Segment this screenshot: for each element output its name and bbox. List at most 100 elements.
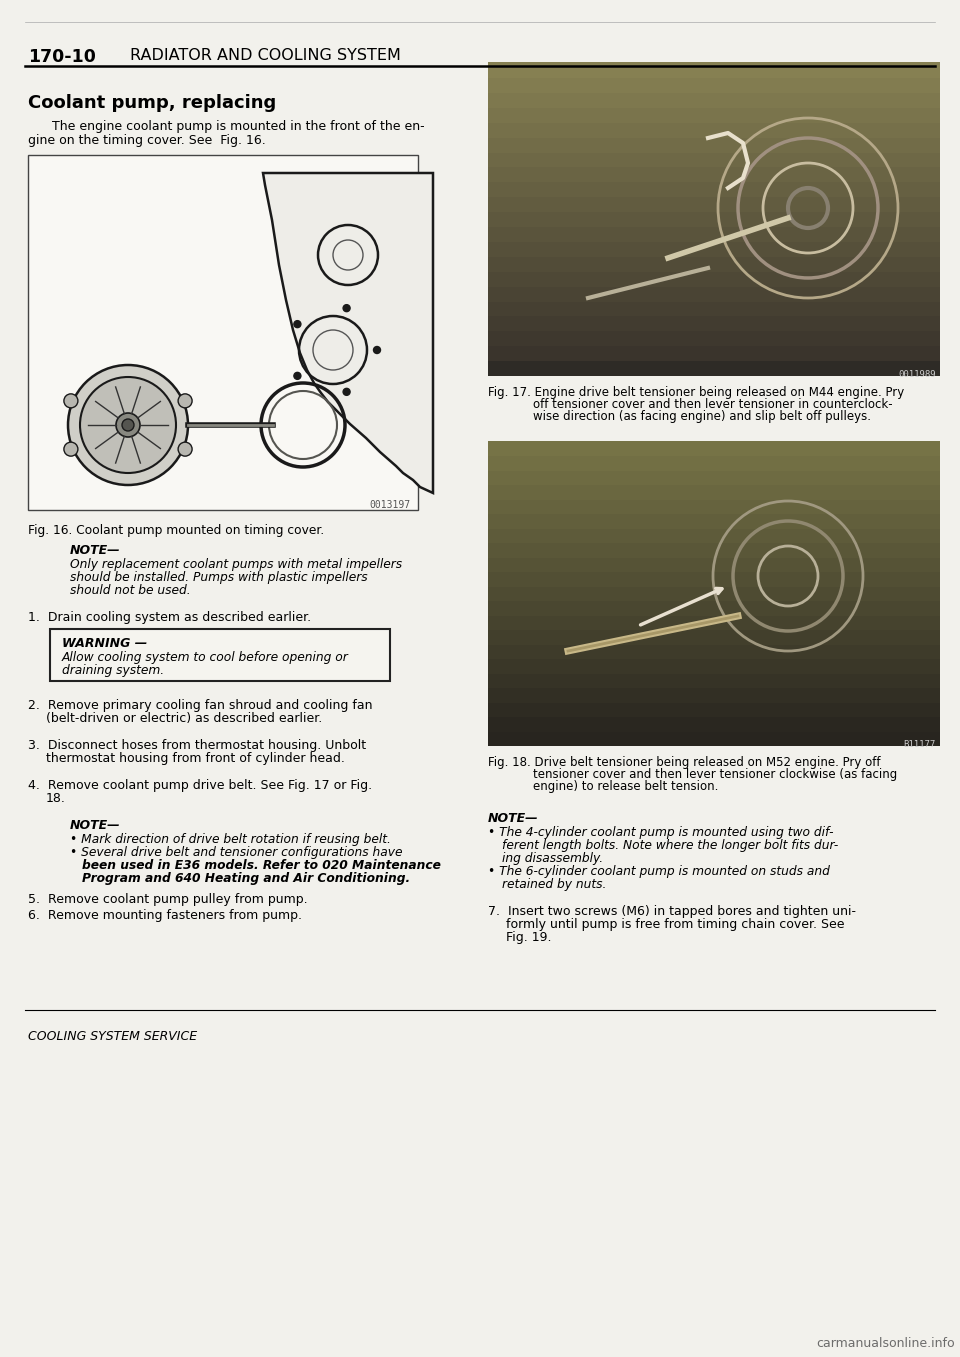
Text: NOTE—: NOTE—	[70, 544, 121, 556]
Text: 170-10: 170-10	[28, 47, 96, 66]
Text: ferent length bolts. Note where the longer bolt fits dur-: ferent length bolts. Note where the long…	[502, 839, 838, 852]
Text: B11177: B11177	[903, 740, 936, 749]
Bar	[488, 285, 940, 301]
Bar	[488, 212, 940, 227]
Text: NOTE—: NOTE—	[488, 811, 539, 825]
Text: should not be used.: should not be used.	[70, 584, 191, 597]
Bar	[488, 643, 940, 660]
Text: 2.  Remove primary cooling fan shroud and cooling fan: 2. Remove primary cooling fan shroud and…	[28, 699, 372, 712]
Text: The engine coolant pump is mounted in the front of the en-: The engine coolant pump is mounted in th…	[52, 119, 424, 133]
Bar	[488, 167, 940, 182]
Text: Fig. 19.: Fig. 19.	[506, 931, 551, 944]
Bar	[488, 137, 940, 152]
Text: (belt-driven or electric) as described earlier.: (belt-driven or electric) as described e…	[46, 712, 323, 725]
Text: engine) to release belt tension.: engine) to release belt tension.	[533, 780, 718, 792]
Text: 3.  Disconnect hoses from thermostat housing. Unbolt: 3. Disconnect hoses from thermostat hous…	[28, 740, 366, 752]
Text: carmanualsonline.info: carmanualsonline.info	[816, 1337, 955, 1350]
Circle shape	[64, 394, 78, 408]
Bar	[488, 227, 940, 242]
Polygon shape	[263, 172, 433, 493]
Bar	[488, 330, 940, 346]
Circle shape	[64, 442, 78, 456]
Circle shape	[80, 377, 176, 474]
Text: Fig. 17. Engine drive belt tensioner being released on M44 engine. Pry: Fig. 17. Engine drive belt tensioner bei…	[488, 385, 904, 399]
Text: formly until pump is free from timing chain cover. See: formly until pump is free from timing ch…	[506, 917, 845, 931]
Bar	[488, 528, 940, 543]
Text: WARNING —: WARNING —	[62, 636, 147, 650]
Text: off tensioner cover and then lever tensioner in counterclock-: off tensioner cover and then lever tensi…	[533, 398, 893, 411]
Bar	[488, 716, 940, 731]
Bar	[488, 242, 940, 256]
Text: thermostat housing from front of cylinder head.: thermostat housing from front of cylinde…	[46, 752, 345, 765]
Text: 1.  Drain cooling system as described earlier.: 1. Drain cooling system as described ear…	[28, 611, 311, 624]
Bar	[488, 197, 940, 212]
Text: should be installed. Pumps with plastic impellers: should be installed. Pumps with plastic …	[70, 571, 368, 584]
Circle shape	[294, 320, 300, 327]
Circle shape	[68, 365, 188, 484]
Bar	[488, 484, 940, 499]
Bar	[488, 673, 940, 688]
Text: Only replacement coolant pumps with metal impellers: Only replacement coolant pumps with meta…	[70, 558, 402, 571]
Circle shape	[122, 419, 134, 432]
Bar	[488, 92, 940, 107]
Bar	[488, 513, 940, 528]
Text: 7.  Insert two screws (M6) in tapped bores and tighten uni-: 7. Insert two screws (M6) in tapped bore…	[488, 905, 856, 917]
Bar	[488, 600, 940, 616]
Text: 18.: 18.	[46, 792, 66, 805]
Text: been used in E36 models. Refer to 020 Maintenance: been used in E36 models. Refer to 020 Ma…	[82, 859, 441, 873]
Bar	[488, 498, 940, 514]
Text: tensioner cover and then lever tensioner clockwise (as facing: tensioner cover and then lever tensioner…	[533, 768, 898, 782]
Text: Coolant pump, replacing: Coolant pump, replacing	[28, 94, 276, 113]
Text: Program and 640 Heating and Air Conditioning.: Program and 640 Heating and Air Conditio…	[82, 873, 410, 885]
Bar	[488, 615, 940, 630]
Bar	[488, 470, 940, 484]
Circle shape	[373, 346, 380, 354]
Text: gine on the timing cover. See  Fig. 16.: gine on the timing cover. See Fig. 16.	[28, 134, 266, 147]
Bar	[488, 585, 940, 601]
Bar	[488, 571, 940, 586]
Bar	[28, 155, 418, 510]
Text: • The 4-cylinder coolant pump is mounted using two dif-: • The 4-cylinder coolant pump is mounted…	[488, 826, 833, 839]
Text: 5.  Remove coolant pump pulley from pump.: 5. Remove coolant pump pulley from pump.	[28, 893, 307, 906]
Bar	[488, 107, 940, 122]
Text: retained by nuts.: retained by nuts.	[502, 878, 607, 892]
Bar	[488, 256, 940, 271]
Text: ing disassembly.: ing disassembly.	[502, 852, 603, 864]
Circle shape	[179, 442, 192, 456]
Text: • Mark direction of drive belt rotation if reusing belt.: • Mark direction of drive belt rotation …	[70, 833, 391, 845]
Text: • Several drive belt and tensioner configurations have: • Several drive belt and tensioner confi…	[70, 845, 402, 859]
Bar	[488, 345, 940, 361]
Bar	[488, 300, 940, 316]
Circle shape	[343, 388, 350, 395]
Bar	[488, 315, 940, 331]
Text: COOLING SYSTEM SERVICE: COOLING SYSTEM SERVICE	[28, 1030, 197, 1044]
Bar	[488, 441, 940, 456]
Bar	[488, 556, 940, 573]
Text: wise direction (as facing engine) and slip belt off pulleys.: wise direction (as facing engine) and sl…	[533, 410, 871, 423]
Bar	[50, 630, 390, 681]
Circle shape	[343, 305, 350, 312]
Bar	[488, 122, 940, 137]
Bar	[488, 152, 940, 167]
Circle shape	[116, 413, 140, 437]
Text: 0013197: 0013197	[369, 499, 410, 510]
Bar	[488, 62, 940, 77]
Circle shape	[179, 394, 192, 408]
Text: • The 6-cylinder coolant pump is mounted on studs and: • The 6-cylinder coolant pump is mounted…	[488, 864, 829, 878]
Text: 4.  Remove coolant pump drive belt. See Fig. 17 or Fig.: 4. Remove coolant pump drive belt. See F…	[28, 779, 372, 792]
Bar	[488, 77, 940, 92]
Text: Allow cooling system to cool before opening or: Allow cooling system to cool before open…	[62, 651, 348, 664]
Bar	[488, 270, 940, 286]
Text: RADIATOR AND COOLING SYSTEM: RADIATOR AND COOLING SYSTEM	[130, 47, 401, 62]
Bar	[488, 702, 940, 716]
Text: 6.  Remove mounting fasteners from pump.: 6. Remove mounting fasteners from pump.	[28, 909, 302, 921]
Bar	[488, 182, 940, 197]
Bar	[488, 630, 940, 645]
Bar	[488, 455, 940, 471]
Bar	[488, 456, 940, 746]
Text: Fig. 16. Coolant pump mounted on timing cover.: Fig. 16. Coolant pump mounted on timing …	[28, 524, 324, 537]
Text: 0011989: 0011989	[899, 370, 936, 379]
Bar	[488, 541, 940, 558]
Bar	[488, 687, 940, 703]
Bar	[488, 77, 940, 376]
